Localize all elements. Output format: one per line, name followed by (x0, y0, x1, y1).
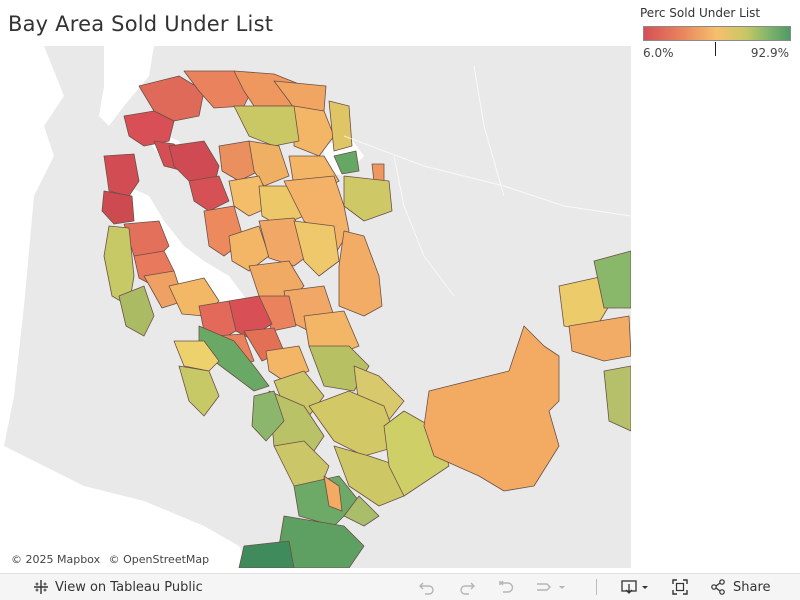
attribution-osm[interactable]: © OpenStreetMap (108, 553, 210, 566)
region-walnut-creek (248, 140, 290, 187)
region-marin-west (123, 110, 175, 147)
region-boulder-creek (273, 440, 330, 492)
tableau-icon (33, 579, 49, 595)
region-pleasant-hill (233, 105, 300, 147)
download-icon (621, 579, 651, 595)
legend-gradient[interactable] (643, 26, 791, 56)
toolbar-divider (596, 579, 597, 595)
download-button[interactable] (621, 574, 651, 600)
pause-button[interactable] (535, 574, 565, 600)
region-woodside (173, 340, 220, 372)
color-legend: Perc Sold Under List 6.0% 92.9% (640, 6, 795, 60)
region-hayward (228, 225, 270, 272)
region-sf-north (103, 153, 140, 197)
page-title: Bay Area Sold Under List (8, 12, 274, 36)
legend-min-label: 6.0% (643, 46, 674, 60)
region-lodi (593, 250, 631, 309)
tableau-toolbar: View on Tableau Public Share (0, 573, 800, 600)
region-pittsburg (333, 150, 360, 175)
map-attribution: © 2025 Mapbox © OpenStreetMap (8, 553, 218, 566)
map-canvas[interactable] (4, 46, 631, 568)
legend-marker (714, 42, 716, 56)
view-on-tableau-label: View on Tableau Public (55, 579, 203, 595)
region-stockton (568, 315, 631, 362)
region-los-banos (423, 325, 560, 492)
region-oakland (188, 175, 230, 212)
zip-regions (101, 70, 631, 568)
region-stockton-west (558, 275, 610, 332)
attribution-mapbox[interactable]: © 2025 Mapbox (11, 553, 101, 566)
fullscreen-icon (672, 579, 688, 595)
pause-icon (535, 579, 565, 595)
choropleth-map[interactable]: © 2025 Mapbox © OpenStreetMap (4, 46, 631, 568)
legend-title: Perc Sold Under List (640, 6, 761, 20)
fullscreen-button[interactable] (672, 574, 688, 600)
region-concord (328, 100, 353, 152)
region-scotts-valley (251, 390, 285, 442)
redo-button[interactable] (458, 574, 476, 600)
region-aptos (343, 495, 380, 527)
region-lafayette (218, 140, 260, 182)
share-icon (710, 579, 726, 595)
region-modesto (603, 365, 631, 432)
undo-icon (418, 579, 436, 595)
region-monterey (238, 540, 295, 568)
redo-icon (458, 579, 476, 595)
view-on-tableau-button[interactable]: View on Tableau Public (33, 574, 203, 600)
region-half-moon-bay (118, 285, 155, 337)
undo-button[interactable] (418, 574, 436, 600)
share-label: Share (733, 579, 771, 595)
region-sf-south (101, 190, 135, 225)
region-livermore (293, 220, 340, 277)
region-capitola (323, 475, 343, 512)
region-brentwood (343, 175, 393, 222)
revert-button[interactable] (497, 574, 515, 600)
share-button[interactable]: Share (710, 574, 771, 600)
region-la-honda (178, 365, 220, 417)
region-tracy (338, 230, 383, 317)
legend-max-label: 92.9% (750, 46, 789, 60)
roads (343, 65, 631, 297)
revert-icon (497, 579, 515, 595)
